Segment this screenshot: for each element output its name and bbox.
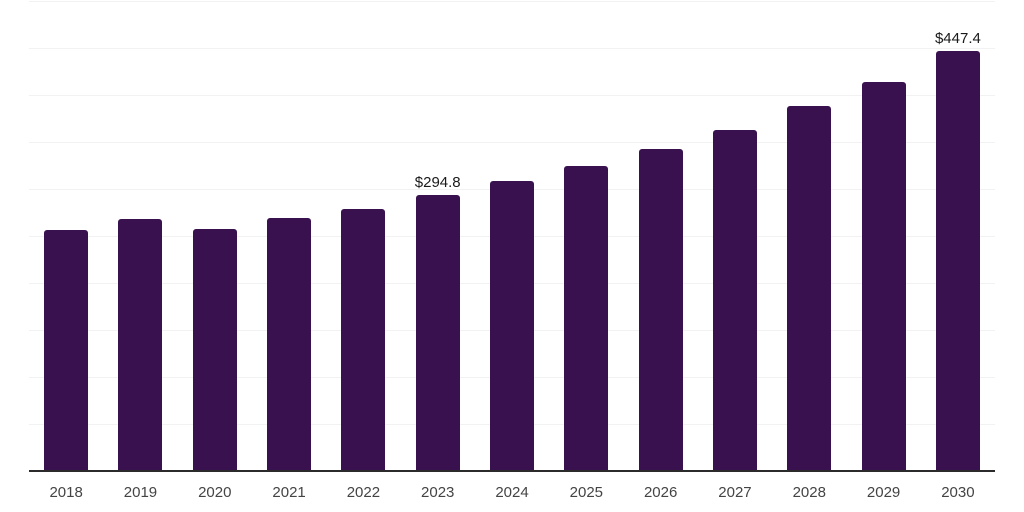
x-tick-label-2023: 2023 — [421, 484, 455, 501]
bar-column-2022 — [326, 2, 400, 472]
bar-value-label: $294.8 — [414, 173, 461, 191]
bar-2018[interactable] — [44, 230, 89, 472]
bar-2030[interactable] — [935, 51, 980, 472]
x-tick-label-2026: 2026 — [643, 484, 678, 501]
bar-column-2027 — [698, 2, 772, 472]
bar-column-2030: $447.4 — [921, 2, 995, 472]
plot-area: $294.8 $447.4 — [29, 1, 995, 472]
bars-container: $294.8 $447.4 — [29, 2, 995, 472]
bar-column-2029 — [846, 2, 920, 472]
x-tick-label-2018: 2018 — [49, 484, 83, 501]
bar-column-2021 — [252, 2, 326, 472]
x-tick-label-2020: 2020 — [198, 484, 232, 501]
x-tick-label-2027: 2027 — [718, 484, 752, 501]
x-tick-label-2019: 2019 — [123, 484, 158, 501]
bar-2020[interactable] — [192, 229, 237, 472]
bar-2022[interactable] — [341, 208, 386, 472]
bar-column-2018 — [29, 2, 103, 472]
x-axis-line — [29, 470, 995, 472]
x-tick-label-2022: 2022 — [346, 484, 381, 501]
bar-2028[interactable] — [787, 106, 832, 472]
gridline — [29, 142, 995, 143]
bar-column-2024 — [475, 2, 549, 472]
bar-2029[interactable] — [861, 81, 906, 472]
gridline — [29, 95, 995, 96]
x-tick-label-2029: 2029 — [866, 484, 901, 501]
x-tick-label-2030: 2030 — [941, 484, 975, 501]
x-tick-label-2024: 2024 — [495, 484, 529, 501]
x-axis-labels: 2018 2019 2020 2021 2022 2023 2024 2025 2026 2027… — [29, 484, 995, 501]
bar-2024[interactable] — [490, 180, 535, 472]
x-tick-label-2028: 2028 — [792, 484, 826, 501]
bar-value-label: $447.4 — [934, 30, 981, 48]
bar-2025[interactable] — [564, 165, 609, 472]
bar-column-2023: $294.8 — [401, 2, 475, 472]
bar-2019[interactable] — [118, 219, 163, 472]
bar-column-2028 — [772, 2, 846, 472]
gridline — [29, 1, 995, 2]
bar-2026[interactable] — [638, 148, 683, 472]
bar-2027[interactable] — [712, 129, 757, 472]
gridline — [29, 48, 995, 49]
x-tick-label-2021: 2021 — [272, 484, 306, 501]
bar-2023[interactable] — [415, 194, 460, 472]
bar-2021[interactable] — [267, 218, 312, 472]
bar-column-2019 — [103, 2, 177, 472]
bar-column-2025 — [549, 2, 623, 472]
bar-column-2026 — [624, 2, 698, 472]
bar-column-2020 — [178, 2, 252, 472]
x-tick-label-2025: 2025 — [569, 484, 604, 501]
